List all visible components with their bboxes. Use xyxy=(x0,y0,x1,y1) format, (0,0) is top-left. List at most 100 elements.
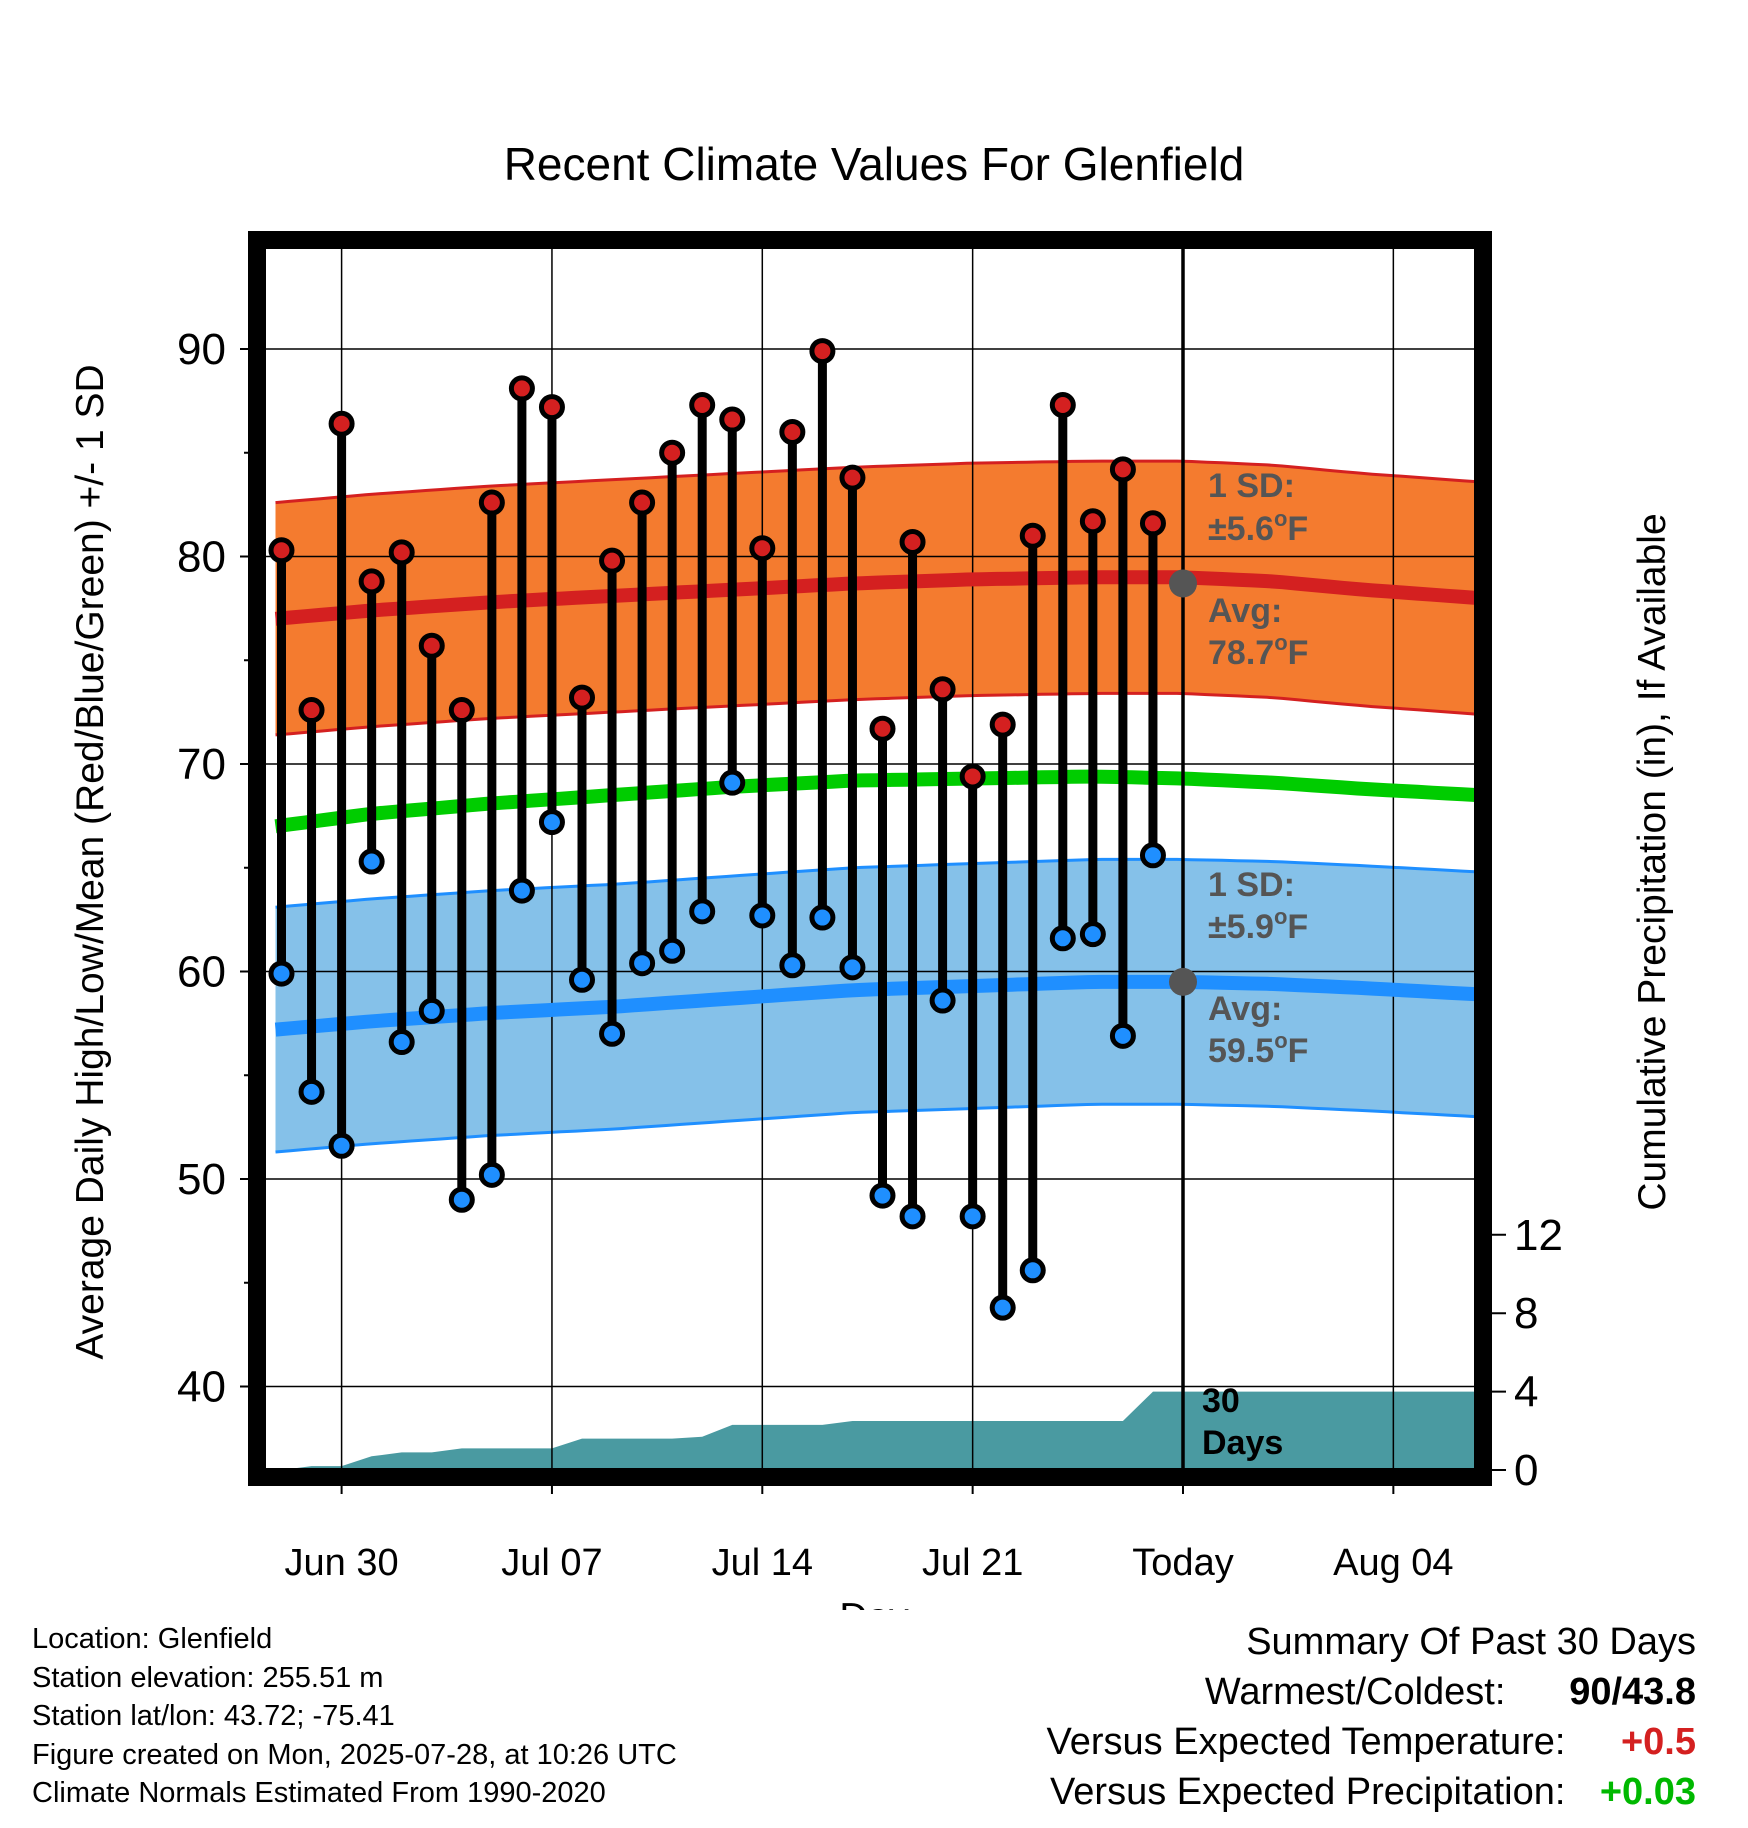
daily-high-point xyxy=(328,410,355,437)
daily-low-point xyxy=(1109,1022,1136,1049)
high-avg-marker xyxy=(1169,569,1197,598)
today-days-label: Days xyxy=(1202,1424,1283,1462)
daily-low-point xyxy=(599,1020,626,1047)
daily-low-point xyxy=(989,1294,1016,1321)
daily-low-point xyxy=(809,904,836,931)
daily-high-point xyxy=(869,715,896,742)
daily-high-point xyxy=(508,375,535,402)
daily-high-point xyxy=(1139,510,1166,537)
daily-low-point xyxy=(749,902,776,929)
daily-high-point xyxy=(809,338,836,365)
y-tick-label: 70 xyxy=(177,740,226,789)
y-axis-right-label: Cumulative Precipitation (in), If Availa… xyxy=(1631,513,1674,1210)
daily-high-point xyxy=(538,394,565,421)
daily-high-point xyxy=(388,539,415,566)
x-tick-label: Jul 07 xyxy=(501,1542,602,1584)
y-axis-label: Average Daily High/Low/Mean (Red/Blue/Gr… xyxy=(69,364,112,1359)
y-tick-label: 50 xyxy=(177,1155,226,1204)
daily-high-point xyxy=(448,697,475,724)
low-sd-label: 1 SD: xyxy=(1208,866,1295,904)
daily-high-point xyxy=(659,439,686,466)
daily-high-point xyxy=(358,568,385,595)
warmest-label: Warmest/Coldest: xyxy=(1204,1671,1506,1713)
y-tick-label: 90 xyxy=(177,325,226,374)
temp-value: +0.5 xyxy=(1620,1721,1696,1763)
daily-low-point xyxy=(268,960,295,987)
precip-value: +0.03 xyxy=(1599,1771,1696,1813)
daily-low-point xyxy=(719,769,746,796)
daily-low-point xyxy=(1139,842,1166,869)
summary-panel: Summary Of Past 30 Days Warmest/Coldest:… xyxy=(1047,1617,1696,1817)
summary-temp-row: Versus Expected Temperature: +0.5 xyxy=(1047,1717,1696,1767)
daily-high-point xyxy=(1019,522,1046,549)
high-sd-label: 1 SD: xyxy=(1208,467,1295,505)
high-sd-band xyxy=(275,461,1478,735)
x-axis-label: Day xyxy=(839,1596,909,1610)
daily-low-point xyxy=(629,950,656,977)
daily-low-point xyxy=(418,997,445,1024)
normal-mean-line xyxy=(274,769,1478,834)
low-sd-value: ±5.9oF xyxy=(1208,904,1308,946)
daily-high-point xyxy=(899,528,926,555)
daily-low-point xyxy=(569,966,595,993)
daily-low-point xyxy=(538,809,565,836)
daily-low-point xyxy=(1079,921,1106,948)
daily-high-point xyxy=(779,419,806,445)
daily-high-point xyxy=(689,392,716,419)
daily-high-point xyxy=(599,547,626,574)
precip-area xyxy=(275,1391,1478,1470)
daily-low-point xyxy=(1049,925,1076,952)
daily-low-point xyxy=(839,954,866,981)
daily-high-point xyxy=(478,489,505,516)
daily-high-point xyxy=(839,464,866,491)
high-sd-lower-edge xyxy=(275,691,1478,737)
chart-title: Recent Climate Values For Glenfield xyxy=(504,138,1245,190)
high-avg-value: 78.7oF xyxy=(1208,630,1308,672)
climate-chart: Recent Climate Values For Glenfield 1 SD… xyxy=(69,138,1674,1610)
daily-high-point xyxy=(749,535,776,562)
daily-high-point xyxy=(418,632,445,659)
daily-low-point xyxy=(959,1203,986,1230)
x-tick-label: Jul 21 xyxy=(922,1542,1023,1584)
daily-low-point xyxy=(659,937,686,964)
location-text: Location: Glenfield xyxy=(32,1623,273,1655)
normals-text: Climate Normals Estimated From 1990-2020 xyxy=(32,1777,606,1809)
daily-high-point xyxy=(959,763,986,790)
low-sd-band xyxy=(275,859,1478,1152)
daily-low-point xyxy=(899,1203,926,1230)
daily-high-point xyxy=(629,489,656,516)
daily-low-point xyxy=(388,1029,415,1056)
high-sd-upper-edge xyxy=(275,459,1478,505)
daily-high-point xyxy=(1079,508,1106,535)
y-right-tick-label: 12 xyxy=(1514,1211,1563,1260)
elevation-text: Station elevation: 255.51 m xyxy=(32,1661,384,1694)
daily-high-point xyxy=(298,697,325,724)
daily-high-point xyxy=(1049,392,1076,419)
daily-low-point xyxy=(779,952,806,979)
today-days-label: 30 xyxy=(1202,1382,1240,1420)
daily-low-point xyxy=(508,877,535,904)
y-right-tick-label: 8 xyxy=(1514,1289,1538,1338)
x-tick-label: Aug 04 xyxy=(1333,1542,1453,1584)
high-sd-value: ±5.6oF xyxy=(1208,506,1308,548)
y-right-tick-label: 0 xyxy=(1514,1446,1538,1495)
high-avg-label: Avg: xyxy=(1208,592,1282,630)
low-sd-lower-edge xyxy=(275,1102,1478,1154)
low-avg-value: 59.5oF xyxy=(1208,1028,1308,1070)
normal-low-line xyxy=(274,974,1478,1037)
y-tick-label: 60 xyxy=(177,948,226,997)
summary-title: Summary Of Past 30 Days xyxy=(1246,1621,1696,1663)
daily-high-point xyxy=(1109,456,1136,483)
low-avg-marker xyxy=(1169,967,1197,996)
normal-high-line xyxy=(274,570,1478,626)
latlon-text: Station lat/lon: 43.72; -75.41 xyxy=(32,1700,395,1732)
daily-high-point xyxy=(989,711,1016,738)
daily-low-point xyxy=(358,848,385,875)
daily-high-point xyxy=(268,537,295,564)
daily-low-point xyxy=(869,1182,896,1209)
daily-low-point xyxy=(478,1161,505,1188)
daily-low-point xyxy=(1019,1257,1046,1284)
y-right-tick-label: 4 xyxy=(1514,1368,1538,1417)
summary-precip-row: Versus Expected Precipitation: +0.03 xyxy=(1047,1767,1696,1817)
